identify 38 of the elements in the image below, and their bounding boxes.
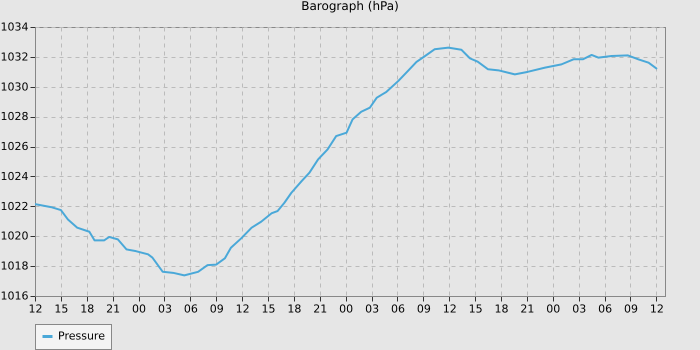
x-tick-label: 03 xyxy=(158,302,172,316)
chart-title: Barograph (hPa) xyxy=(301,0,399,13)
x-tick-label: 03 xyxy=(365,302,380,316)
x-tick-label: 06 xyxy=(184,302,198,316)
x-tick-label: 03 xyxy=(572,302,586,316)
x-tick-label: 09 xyxy=(624,302,638,316)
y-tick-label: 1024 xyxy=(0,170,28,183)
y-tick-label: 1030 xyxy=(0,80,28,94)
y-tick-label: 1022 xyxy=(0,200,28,213)
x-tick-label: 00 xyxy=(546,302,560,316)
x-tick-label: 12 xyxy=(442,302,457,316)
x-tick-label: 21 xyxy=(520,302,534,316)
x-tick-label: 09 xyxy=(416,302,431,316)
x-tick-label: 21 xyxy=(313,302,328,316)
y-tick-label: 1018 xyxy=(0,260,28,273)
y-tick-label: 1020 xyxy=(0,230,28,243)
x-tick-label: 21 xyxy=(106,302,120,316)
x-tick-label: 15 xyxy=(468,302,483,316)
y-tick-label: 1016 xyxy=(0,290,28,302)
y-tick-label: 1028 xyxy=(0,110,28,124)
y-tick-label: 1032 xyxy=(0,50,28,64)
x-tick-label: 18 xyxy=(494,302,509,316)
x-tick-label: 12 xyxy=(28,302,42,316)
line-series xyxy=(35,46,658,276)
legend-label: Pressure xyxy=(58,330,106,342)
x-tick-label: 18 xyxy=(287,302,302,316)
y-tick-label: 1026 xyxy=(0,140,28,154)
x-tick-label: 06 xyxy=(598,302,612,316)
x-tick-label: 12 xyxy=(650,302,664,316)
x-tick-label: 06 xyxy=(390,302,405,316)
x-tick-label: 00 xyxy=(339,302,354,316)
x-tick-label: 12 xyxy=(236,302,250,316)
y-tick-label: 1034 xyxy=(0,20,28,34)
x-tick-label: 09 xyxy=(210,302,224,316)
x-tick-label: 00 xyxy=(132,302,146,316)
x-tick-label: 18 xyxy=(80,302,94,316)
x-tick-label: 15 xyxy=(262,302,276,316)
x-tick-label: 15 xyxy=(54,302,68,316)
